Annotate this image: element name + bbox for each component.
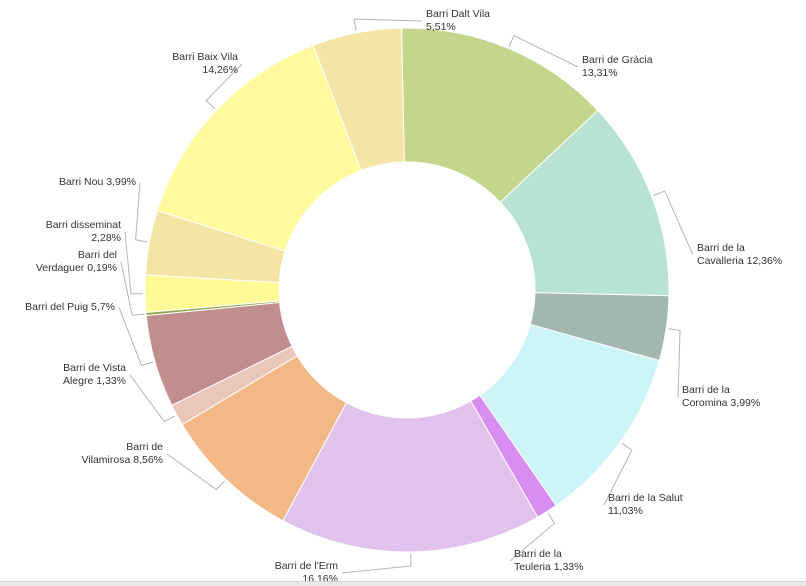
leader-line-barri-de-vilamirosa	[166, 453, 225, 491]
label-line: Barri de la	[682, 384, 730, 396]
data-label-barri-de-gracia: Barri de Gràcia 13,31%	[582, 54, 653, 80]
leader-line-barri-de-gracia	[508, 34, 579, 68]
data-label-barri-de-vista-alegre: Barri de Vista Alegre 1,33%	[63, 362, 126, 388]
data-label-barri-de-la-cavalleria: Barri de la Cavalleria 12,36%	[697, 242, 782, 268]
label-line: Teuleria 1,33%	[514, 561, 584, 573]
leader-line-barri-dalt-vila	[353, 18, 423, 32]
leader-line-barri-nou	[135, 182, 148, 243]
data-label-barri-de-la-salut: Barri de la Salut 11,03%	[608, 492, 683, 518]
data-label-barri-del-verdaguer: Barri del Verdaguer 0,19%	[36, 249, 117, 275]
label-line: Barri de la	[697, 242, 745, 254]
leader-line-barri-de-la-salut	[603, 442, 633, 506]
label-line: Vilamirosa 8,56%	[81, 454, 163, 466]
label-line: Barri del Puig 5,7%	[25, 301, 115, 313]
label-line: Barri del	[77, 249, 117, 261]
label-line: 5,51%	[426, 21, 456, 33]
label-line: Cavalleria 12,36%	[697, 255, 783, 267]
leader-line-barri-baix-vila	[205, 63, 243, 110]
label-line: 2,28%	[91, 232, 121, 244]
data-label-barri-de-la-teuleria: Barri de la Teuleria 1,33%	[514, 548, 583, 574]
data-label-barri-dalt-vila: Barri Dalt Vila 5,51%	[426, 8, 490, 34]
window-bottom-edge	[0, 581, 806, 586]
label-line: Barri de l'Erm	[274, 560, 338, 572]
label-line: Barri Dalt Vila	[426, 8, 490, 20]
slice-barri-de-la-cavalleria[interactable]	[499, 109, 670, 297]
leader-line-barri-de-la-coromina	[668, 328, 681, 398]
leader-line-barri-de-l-erm	[341, 553, 412, 574]
label-line: 14,26%	[202, 64, 238, 76]
slice-barri-de-l-erm[interactable]	[282, 400, 539, 553]
label-line: Alegre 1,33%	[62, 375, 126, 387]
label-line: Barri de Gràcia	[582, 54, 653, 66]
leader-line-barri-de-la-teuleria	[509, 512, 556, 562]
slice-barri-de-gracia[interactable]	[401, 27, 599, 204]
label-line: 13,31%	[582, 67, 618, 79]
slice-barri-baix-vila[interactable]	[156, 44, 362, 252]
data-label-barri-del-puig: Barri del Puig 5,7%	[25, 301, 115, 314]
leader-line-barri-del-puig	[118, 307, 154, 366]
label-line: Coromina 3,99%	[682, 397, 761, 409]
data-label-barri-de-la-coromina: Barri de la Coromina 3,99%	[682, 384, 760, 410]
leader-line-barri-de-la-cavalleria	[653, 190, 694, 256]
leader-line-barri-de-vista-alegre	[129, 374, 176, 423]
leader-line-barri-del-verdaguer	[120, 261, 145, 316]
data-label-barri-disseminat: Barri disseminat 2,28%	[46, 219, 121, 245]
data-label-barri-de-vilamirosa: Barri de Vilamirosa 8,56%	[81, 441, 163, 467]
label-line: Barri de la Salut	[608, 492, 683, 504]
label-line: Barri de la	[514, 548, 562, 560]
label-line: 11,03%	[608, 505, 643, 517]
label-line: Barri de Vista	[63, 362, 126, 374]
label-line: Barri de	[126, 441, 163, 453]
leader-line-barri-disseminat	[124, 231, 144, 295]
data-label-barri-baix-vila: Barri Baix Vila 14,26%	[172, 51, 238, 77]
label-line: Barri Baix Vila	[172, 51, 238, 63]
data-label-barri-nou: Barri Nou 3,99%	[59, 176, 136, 189]
label-line: Verdaguer 0,19%	[35, 262, 117, 274]
label-line: Barri disseminat	[45, 219, 121, 231]
label-line: Barri Nou 3,99%	[58, 176, 136, 188]
